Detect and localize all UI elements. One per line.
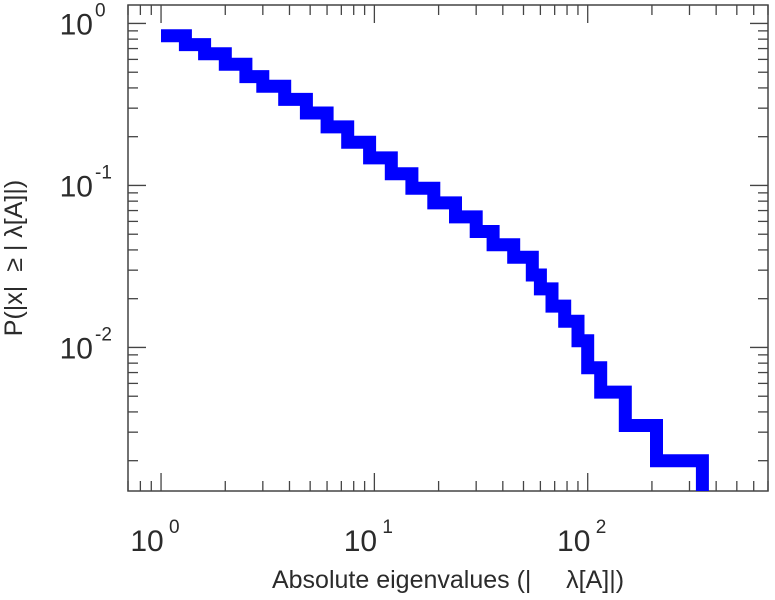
x-tick-label: 10 [130,525,163,558]
x-tick-labels: 10 0 10 1 10 2 [130,517,606,558]
series-layer [161,29,709,491]
series-line [161,29,709,491]
y-tick-label: 10 [60,170,93,203]
y-axis-title: P(|x| ≥ | λ[A]|) [0,180,28,336]
y-tick-label: 10 [60,332,93,365]
x-tick-exponent: 0 [169,517,180,538]
y-tick-exponent: -1 [95,162,112,183]
minor-ticks [127,5,769,491]
plot-frame [127,4,769,492]
x-tick-label: 10 [344,525,377,558]
y-tick-exponent: 0 [95,0,106,21]
x-axis-title: Absolute eigenvalues (| λ[A]|) [272,566,624,594]
major-ticks [128,5,768,491]
y-tick-label: 10 [60,8,93,41]
x-tick-exponent: 1 [382,517,393,538]
x-tick-label: 10 [557,525,590,558]
y-tick-exponent: -2 [95,324,112,345]
x-tick-exponent: 2 [596,517,607,538]
